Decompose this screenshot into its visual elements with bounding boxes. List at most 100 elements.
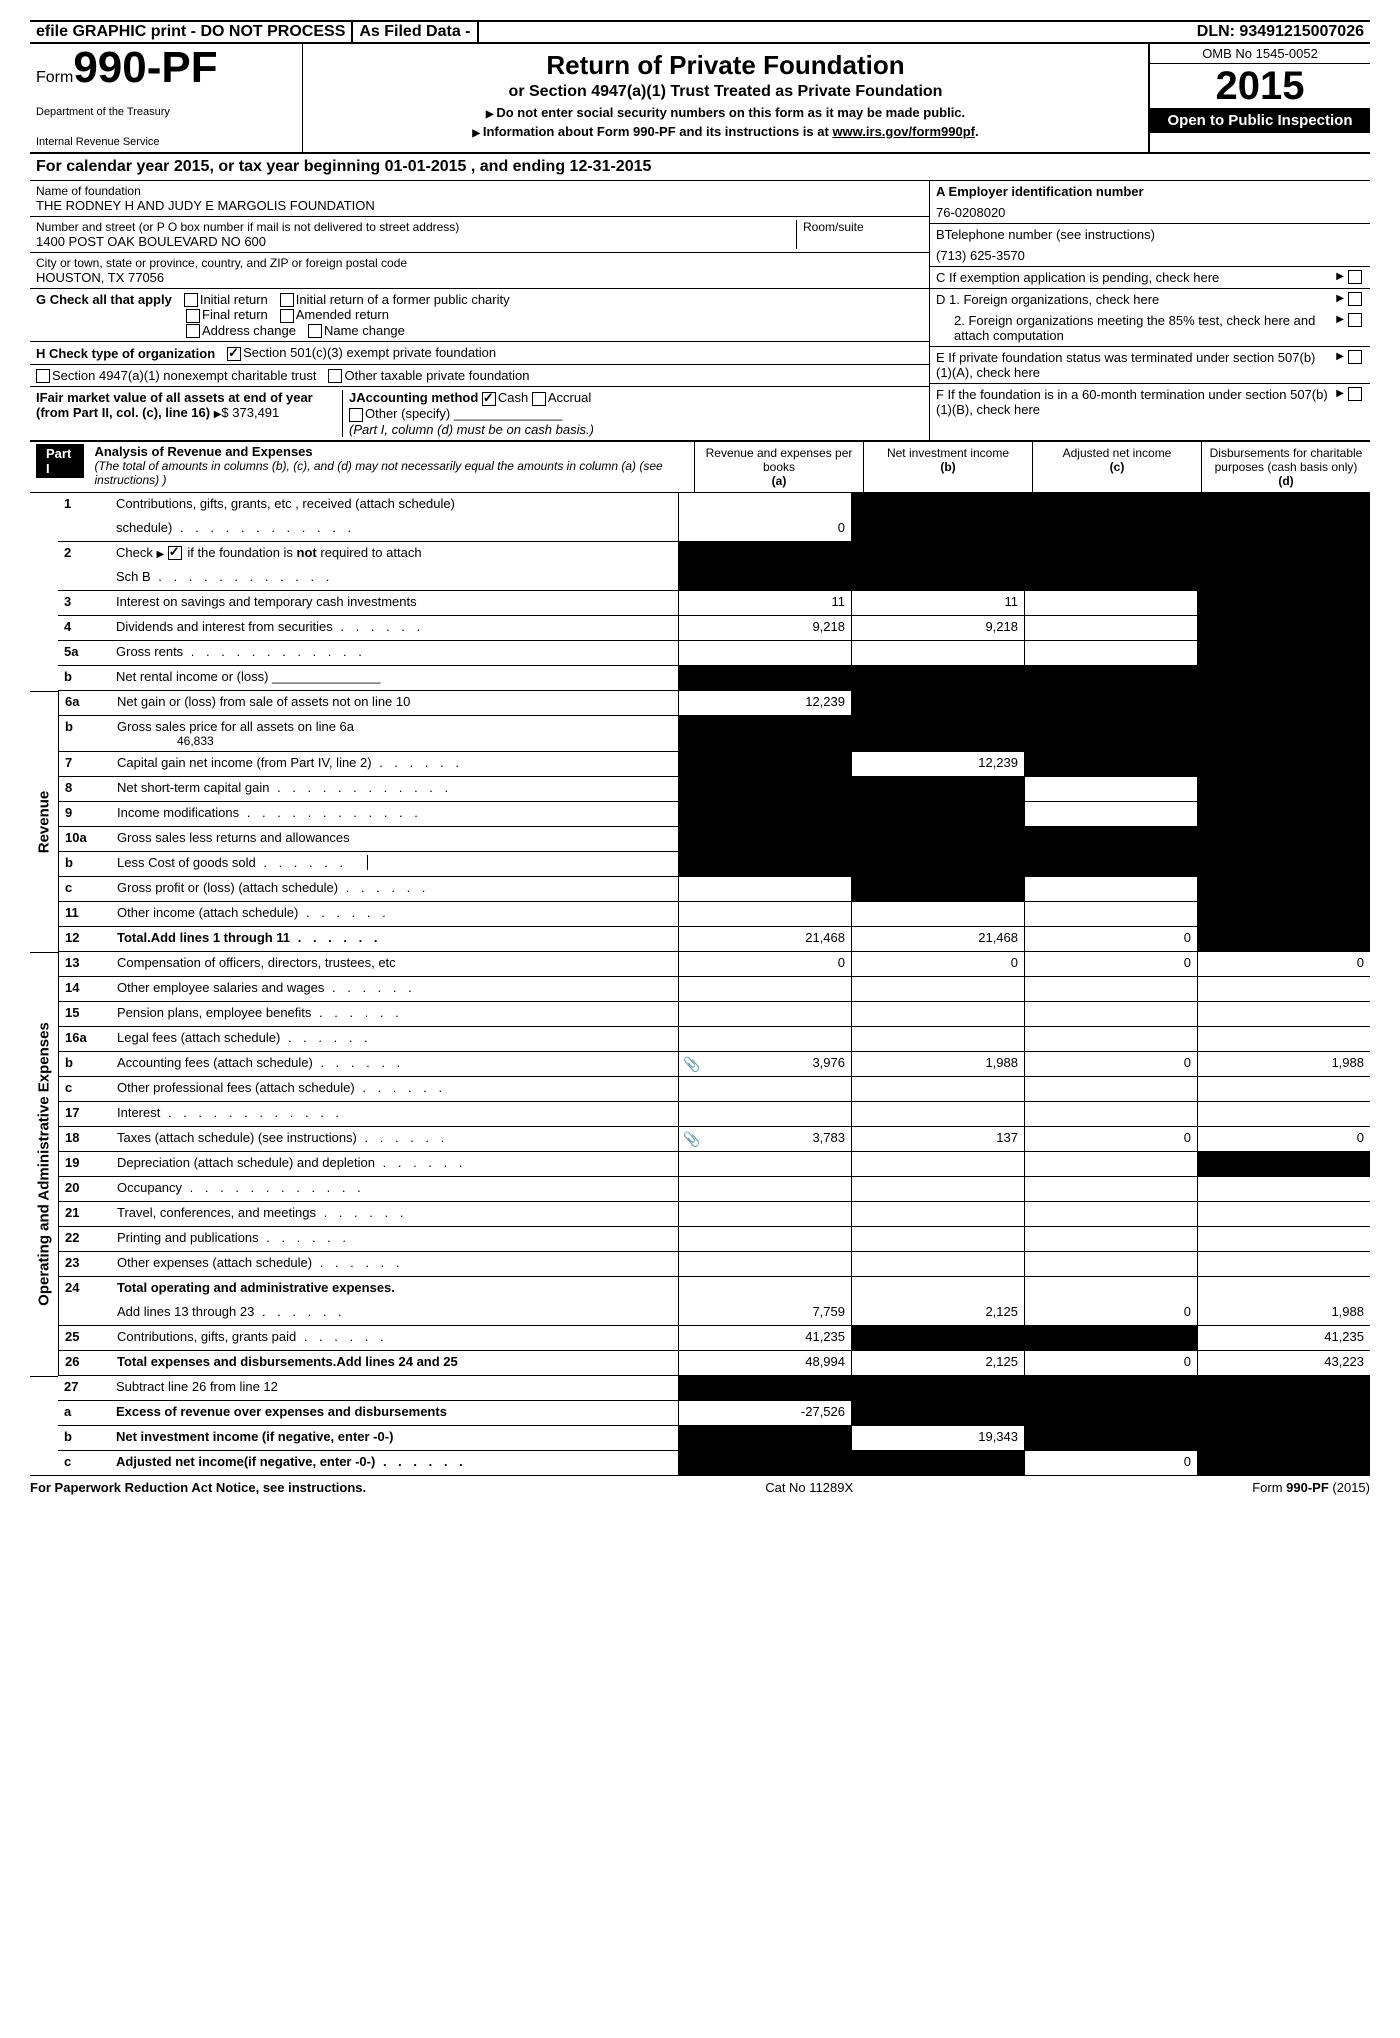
line-20: Occupancy xyxy=(113,1177,678,1201)
dept-treasury: Department of the Treasury xyxy=(36,106,296,118)
e-label: E If private foundation status was termi… xyxy=(936,350,1330,380)
j-other-checkbox[interactable] xyxy=(349,408,363,422)
j-label: JAccounting method xyxy=(349,390,478,405)
room-label: Room/suite xyxy=(803,220,923,234)
l26-a: 48,994 xyxy=(678,1351,851,1375)
line-2b: Sch B xyxy=(112,566,678,590)
line-5b: Net rental income or (loss) ____________… xyxy=(112,666,678,690)
e-checkbox[interactable] xyxy=(1348,350,1362,364)
g-final-checkbox[interactable] xyxy=(186,309,200,323)
d1-checkbox[interactable] xyxy=(1348,292,1362,306)
dln-label: DLN: 93491215007026 xyxy=(1191,22,1370,42)
l13-a: 0 xyxy=(678,952,851,976)
dept-irs: Internal Revenue Service xyxy=(36,136,296,148)
h-other-checkbox[interactable] xyxy=(328,369,342,383)
exemption-checkbox[interactable] xyxy=(1348,270,1362,284)
ein-value: 76-0208020 xyxy=(936,205,1364,220)
part1-header: Part I Analysis of Revenue and Expenses … xyxy=(30,442,1370,493)
l13-d: 0 xyxy=(1197,952,1370,976)
line-1: Contributions, gifts, grants, etc , rece… xyxy=(112,493,678,517)
line-27b: Net investment income (if negative, ente… xyxy=(112,1426,678,1450)
line-1b: schedule) xyxy=(112,517,678,541)
line-17: Interest xyxy=(113,1102,678,1126)
g-initial-checkbox[interactable] xyxy=(184,293,198,307)
j-note: (Part I, column (d) must be on cash basi… xyxy=(349,422,923,437)
line-24: Total operating and administrative expen… xyxy=(113,1277,678,1301)
line-6b: Gross sales price for all assets on line… xyxy=(113,716,678,751)
line-12: Total.Add lines 1 through 11 xyxy=(113,927,678,951)
l12-c: 0 xyxy=(1024,927,1197,951)
l13-c: 0 xyxy=(1024,952,1197,976)
col-b-header: Net investment income(b) xyxy=(863,442,1032,492)
line-6a: Net gain or (loss) from sale of assets n… xyxy=(113,691,678,715)
line-16a: Legal fees (attach schedule) xyxy=(113,1027,678,1051)
l18-a: 📎3,783 xyxy=(678,1127,851,1151)
line-21: Travel, conferences, and meetings xyxy=(113,1202,678,1226)
tax-year: 2015 xyxy=(1150,64,1370,108)
f-checkbox[interactable] xyxy=(1348,387,1362,401)
col-d-header: Disbursements for charitable purposes (c… xyxy=(1201,442,1370,492)
j-accrual-checkbox[interactable] xyxy=(532,392,546,406)
efile-notice: efile GRAPHIC print - DO NOT PROCESS xyxy=(30,22,353,42)
footer-catno: Cat No 11289X xyxy=(765,1480,853,1495)
line-18: Taxes (attach schedule) (see instruction… xyxy=(113,1127,678,1151)
j-cash-checkbox[interactable] xyxy=(482,392,496,406)
line-23: Other expenses (attach schedule) xyxy=(113,1252,678,1276)
line-10c: Gross profit or (loss) (attach schedule) xyxy=(113,877,678,901)
exemption-pending-label: C If exemption application is pending, c… xyxy=(936,270,1219,285)
l26-c: 0 xyxy=(1024,1351,1197,1375)
header-center: Return of Private Foundation or Section … xyxy=(303,44,1148,152)
l4-b: 9,218 xyxy=(851,616,1024,640)
expenses-label: Operating and Administrative Expenses xyxy=(30,952,59,1376)
attach-icon[interactable]: 📎 xyxy=(683,1056,700,1073)
d2-label: 2. Foreign organizations meeting the 85%… xyxy=(936,313,1330,343)
addr-label: Number and street (or P O box number if … xyxy=(36,220,790,234)
h-501c3-checkbox[interactable] xyxy=(227,347,241,361)
d2-checkbox[interactable] xyxy=(1348,313,1362,327)
l16b-b: 1,988 xyxy=(851,1052,1024,1076)
phone-value: (713) 625-3570 xyxy=(936,248,1364,263)
form-subtitle: or Section 4947(a)(1) Trust Treated as P… xyxy=(313,83,1138,101)
g-initial-former-checkbox[interactable] xyxy=(280,293,294,307)
foundation-name: THE RODNEY H AND JUDY E MARGOLIS FOUNDAT… xyxy=(36,198,923,213)
line-2: Check ▶ if the foundation is not require… xyxy=(112,542,678,566)
line-10b: Less Cost of goods sold xyxy=(113,852,678,876)
l4-a: 9,218 xyxy=(678,616,851,640)
line-5a: Gross rents xyxy=(112,641,678,665)
line-13: Compensation of officers, directors, tru… xyxy=(113,952,678,976)
l1-a-val: 0 xyxy=(678,517,851,541)
schb-checkbox[interactable] xyxy=(168,546,182,560)
line-16b: Accounting fees (attach schedule) xyxy=(113,1052,678,1076)
line-27c: Adjusted net income(if negative, enter -… xyxy=(112,1451,678,1475)
line-11: Other income (attach schedule) xyxy=(113,902,678,926)
g-name-checkbox[interactable] xyxy=(308,324,322,338)
line-26: Total expenses and disbursements.Add lin… xyxy=(113,1351,678,1375)
form-header: Form990-PF Department of the Treasury In… xyxy=(30,44,1370,154)
attach-icon[interactable]: 📎 xyxy=(683,1131,700,1148)
as-filed-label: As Filed Data - xyxy=(353,22,478,42)
city-state-zip: HOUSTON, TX 77056 xyxy=(36,270,923,285)
l6a-a: 12,239 xyxy=(678,691,851,715)
top-bar: efile GRAPHIC print - DO NOT PROCESS As … xyxy=(30,20,1370,44)
form-number: 990-PF xyxy=(73,43,217,92)
g-amended-checkbox[interactable] xyxy=(280,309,294,323)
line-22: Printing and publications xyxy=(113,1227,678,1251)
irs-link[interactable]: www.irs.gov/form990pf xyxy=(832,124,975,139)
name-label: Name of foundation xyxy=(36,184,923,198)
g-address-checkbox[interactable] xyxy=(186,324,200,338)
check-sections: G Check all that apply Initial return In… xyxy=(30,289,1370,442)
l12-b: 21,468 xyxy=(851,927,1024,951)
col-c-header: Adjusted net income(c) xyxy=(1032,442,1201,492)
l3-b: 11 xyxy=(851,591,1024,615)
line-24b: Add lines 13 through 23 xyxy=(113,1301,678,1325)
phone-label: BTelephone number (see instructions) xyxy=(936,227,1364,242)
line-14: Other employee salaries and wages xyxy=(113,977,678,1001)
line-8: Net short-term capital gain xyxy=(113,777,678,801)
line-19: Depreciation (attach schedule) and deple… xyxy=(113,1152,678,1176)
line-27: Subtract line 26 from line 12 xyxy=(112,1376,678,1400)
form-word: Form xyxy=(36,69,73,86)
l26-b: 2,125 xyxy=(851,1351,1024,1375)
h-4947-checkbox[interactable] xyxy=(36,369,50,383)
ein-label: A Employer identification number xyxy=(936,184,1364,199)
part1-title: Analysis of Revenue and Expenses xyxy=(94,444,688,459)
